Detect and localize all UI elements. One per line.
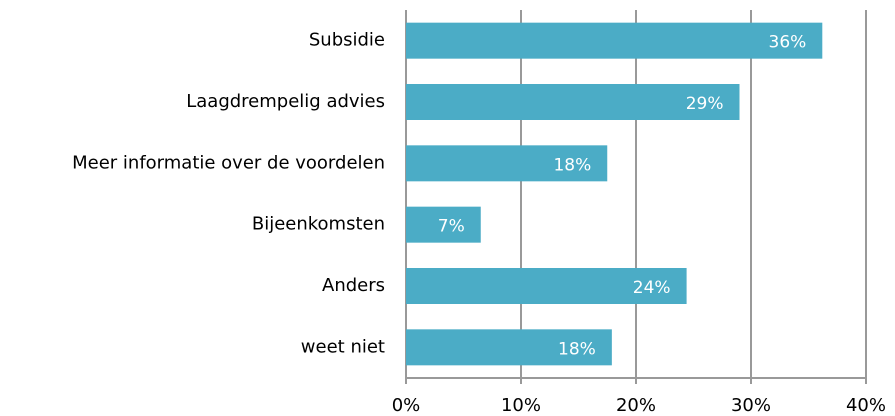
category-label: Subsidie [309,30,385,51]
bar [406,84,740,120]
bar [406,206,481,243]
x-tick-label: 20% [616,395,656,416]
value-label: 18% [558,339,596,359]
bar [406,145,608,182]
value-label: 24% [633,278,671,298]
value-label: 36% [769,33,807,53]
category-label: Laagdrempelig advies [186,91,385,112]
bar [406,329,612,366]
category-label: weet niet [301,336,385,357]
category-label: Bijeenkomsten [252,214,385,235]
x-tick-label: 0% [392,395,421,416]
category-label: Anders [322,275,385,296]
bar [406,22,823,59]
x-tick-label: 10% [501,395,541,416]
value-label: 7% [438,217,465,237]
category-label: Meer informatie over de voordelen [72,152,385,173]
x-tick-label: 30% [731,395,771,416]
value-label: 18% [553,155,591,175]
value-label: 29% [686,94,724,114]
bar [406,268,687,304]
x-tick-label: 40% [846,395,886,416]
